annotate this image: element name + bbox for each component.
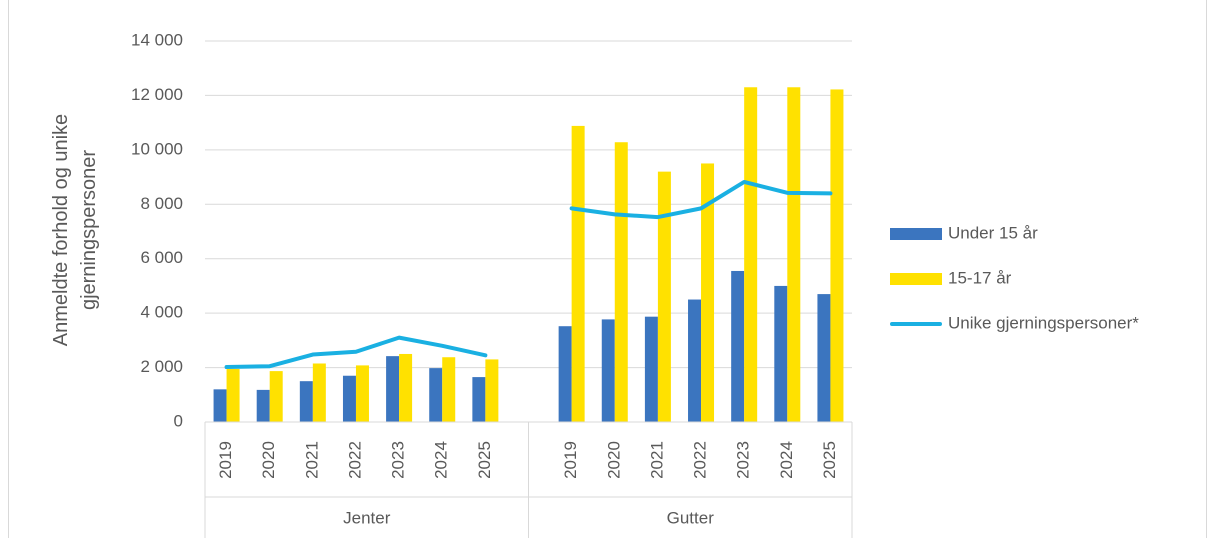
x-tick-label: 2019 <box>216 441 235 479</box>
y-tick-label: 10 000 <box>131 139 183 158</box>
x-tick-label: 2025 <box>475 441 494 479</box>
y-tick-label: 2 000 <box>140 357 183 376</box>
x-tick-label: 2024 <box>432 441 451 479</box>
bar <box>614 142 628 423</box>
bar <box>657 171 671 422</box>
group-label: Jenter <box>343 508 391 527</box>
group-label: Gutter <box>667 508 715 527</box>
y-tick-label: 0 <box>174 411 183 430</box>
bar <box>269 371 283 422</box>
bar <box>701 163 715 422</box>
bar <box>429 368 443 422</box>
legend-swatch <box>890 228 942 240</box>
bar <box>226 368 240 422</box>
bar <box>571 125 585 422</box>
bar <box>386 356 400 422</box>
legend-label: Under 15 år <box>948 223 1038 242</box>
bar <box>830 89 844 422</box>
x-tick-label: 2023 <box>734 441 753 479</box>
bar <box>485 359 499 422</box>
x-tick-label: 2025 <box>820 441 839 479</box>
x-tick-label: 2021 <box>647 441 666 479</box>
x-tick-label: 2022 <box>691 441 710 479</box>
y-tick-label: 14 000 <box>131 30 183 49</box>
bar <box>442 357 456 422</box>
y-axis-label-line: gjerningspersoner <box>78 150 100 310</box>
x-tick-label: 2020 <box>604 441 623 479</box>
bar <box>787 87 801 422</box>
x-tick-label: 2021 <box>302 441 321 479</box>
y-tick-label: 8 000 <box>140 194 183 213</box>
x-tick-label: 2019 <box>561 441 580 479</box>
bar <box>213 389 227 422</box>
x-tick-label: 2023 <box>389 441 408 479</box>
bar <box>355 365 369 422</box>
legend-label: 15-17 år <box>948 268 1012 287</box>
bar <box>688 299 702 422</box>
y-tick-label: 4 000 <box>140 303 183 322</box>
line <box>224 179 833 370</box>
bar <box>299 381 313 422</box>
chart-frame <box>8 0 1207 538</box>
y-tick-label: 12 000 <box>131 85 183 104</box>
bar <box>256 389 270 422</box>
bar <box>312 363 326 422</box>
bar <box>601 319 615 422</box>
bar <box>472 377 486 422</box>
legend-label: Unike gjerningspersoner* <box>948 313 1139 332</box>
x-tick-label: 2020 <box>259 441 278 479</box>
bar <box>558 326 572 422</box>
legend-swatch <box>890 273 942 285</box>
bar <box>744 87 758 422</box>
bar <box>774 285 788 422</box>
y-axis-label-line: Anmeldte forhold og unike <box>50 114 72 346</box>
x-tick-label: 2022 <box>345 441 364 479</box>
y-axis-label: Anmeldte forhold og unike gjerningsperson… <box>50 114 100 346</box>
bar <box>342 375 356 422</box>
bar <box>731 270 745 422</box>
bar <box>644 316 658 422</box>
y-tick-label: 6 000 <box>140 248 183 267</box>
bar <box>817 294 831 422</box>
bar <box>399 353 413 422</box>
x-tick-label: 2024 <box>777 441 796 479</box>
